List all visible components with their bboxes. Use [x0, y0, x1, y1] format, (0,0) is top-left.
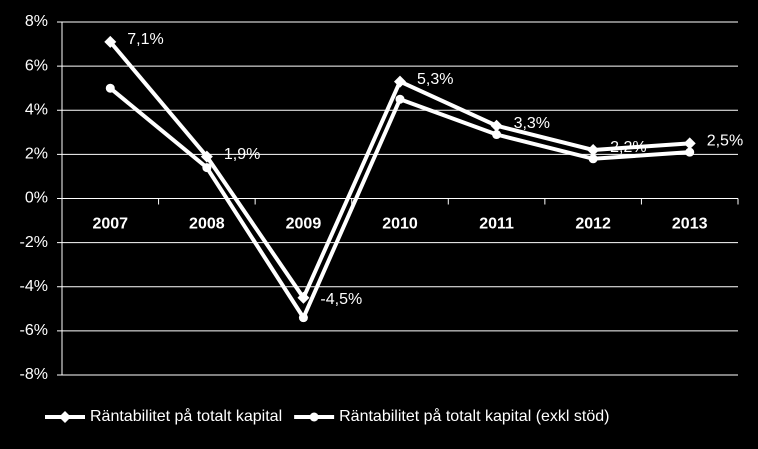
x-tick-label: 2009 [286, 216, 322, 233]
y-tick-label: -8% [20, 366, 48, 383]
data-label: 2,2% [610, 139, 646, 156]
data-label: 5,3% [417, 71, 453, 88]
marker [104, 35, 117, 48]
y-tick-label: 8% [25, 13, 48, 30]
marker [297, 291, 310, 304]
data-label: 2,5% [707, 133, 743, 150]
marker [59, 411, 71, 423]
x-tick-label: 2013 [672, 216, 708, 233]
marker [309, 412, 319, 422]
data-label: 1,9% [224, 146, 260, 163]
marker [492, 130, 502, 140]
marker [490, 119, 503, 132]
x-tick-label: 2008 [189, 216, 225, 233]
y-tick-label: 6% [25, 57, 48, 74]
x-tick-label: 2010 [382, 216, 418, 233]
y-tick-label: -6% [20, 322, 48, 339]
marker [202, 163, 212, 173]
marker [200, 150, 213, 163]
y-tick-label: -4% [20, 278, 48, 295]
y-tick-label: 2% [25, 146, 48, 163]
marker [587, 143, 600, 156]
marker [394, 75, 406, 88]
legend-label: Räntabilitet på totalt kapital (exkl stö… [339, 407, 609, 425]
y-tick-label: 4% [25, 101, 48, 118]
marker [298, 313, 308, 323]
x-tick-label: 2011 [479, 216, 514, 233]
y-tick-label: 0% [25, 190, 48, 207]
marker [683, 137, 696, 150]
data-label: 7,1% [127, 31, 163, 48]
x-tick-label: 2007 [92, 216, 128, 233]
data-label: -4,5% [320, 291, 362, 308]
x-tick-label: 2012 [575, 216, 611, 233]
marker [395, 94, 405, 104]
marker [105, 83, 115, 93]
series-line [109, 86, 690, 322]
y-tick-label: -2% [20, 234, 48, 251]
legend-label: Räntabilitet på totalt kapital [90, 407, 282, 425]
data-label: 3,3% [514, 115, 550, 132]
marker [588, 154, 598, 164]
marker [685, 147, 695, 157]
